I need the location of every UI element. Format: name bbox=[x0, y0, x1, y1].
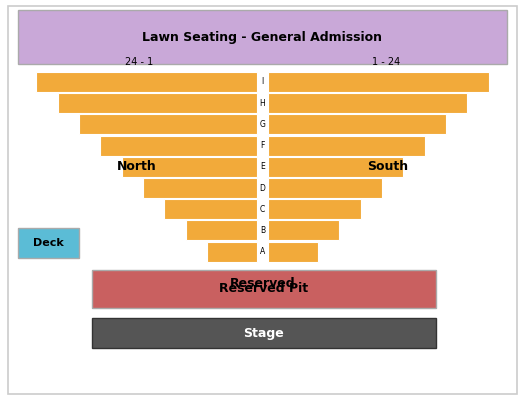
Text: Lawn Seating - General Admission: Lawn Seating - General Admission bbox=[142, 30, 383, 44]
Bar bbox=[268, 242, 318, 262]
Text: 24 - 1: 24 - 1 bbox=[125, 57, 153, 67]
Bar bbox=[92, 318, 436, 348]
Text: North: North bbox=[117, 160, 156, 173]
Text: South: South bbox=[367, 160, 408, 173]
Bar bbox=[268, 178, 382, 198]
Bar bbox=[207, 242, 257, 262]
Text: B: B bbox=[260, 226, 265, 235]
Bar bbox=[18, 10, 507, 64]
Text: H: H bbox=[260, 99, 265, 108]
Text: I: I bbox=[261, 78, 264, 86]
Bar bbox=[268, 136, 425, 156]
Bar bbox=[268, 157, 403, 177]
Text: 1 - 24: 1 - 24 bbox=[372, 57, 400, 67]
Text: E: E bbox=[260, 162, 265, 171]
Text: Reserved Pit: Reserved Pit bbox=[219, 282, 308, 296]
Bar bbox=[18, 228, 79, 258]
Bar bbox=[268, 220, 340, 240]
Bar bbox=[185, 220, 257, 240]
Bar bbox=[100, 136, 257, 156]
Text: G: G bbox=[259, 120, 266, 129]
Text: D: D bbox=[259, 184, 266, 192]
Bar bbox=[36, 72, 257, 92]
Bar bbox=[268, 72, 489, 92]
Bar bbox=[58, 93, 257, 113]
Text: Stage: Stage bbox=[244, 326, 284, 340]
Text: A: A bbox=[260, 247, 265, 256]
Bar bbox=[268, 199, 361, 219]
Bar bbox=[92, 270, 436, 308]
Bar bbox=[268, 93, 467, 113]
Bar bbox=[268, 114, 446, 134]
Bar bbox=[164, 199, 257, 219]
Bar bbox=[143, 178, 257, 198]
Bar bbox=[121, 157, 257, 177]
Text: F: F bbox=[260, 141, 265, 150]
Text: C: C bbox=[260, 205, 265, 214]
Bar bbox=[79, 114, 257, 134]
Text: Reserved: Reserved bbox=[230, 277, 295, 290]
Text: Deck: Deck bbox=[33, 238, 64, 248]
